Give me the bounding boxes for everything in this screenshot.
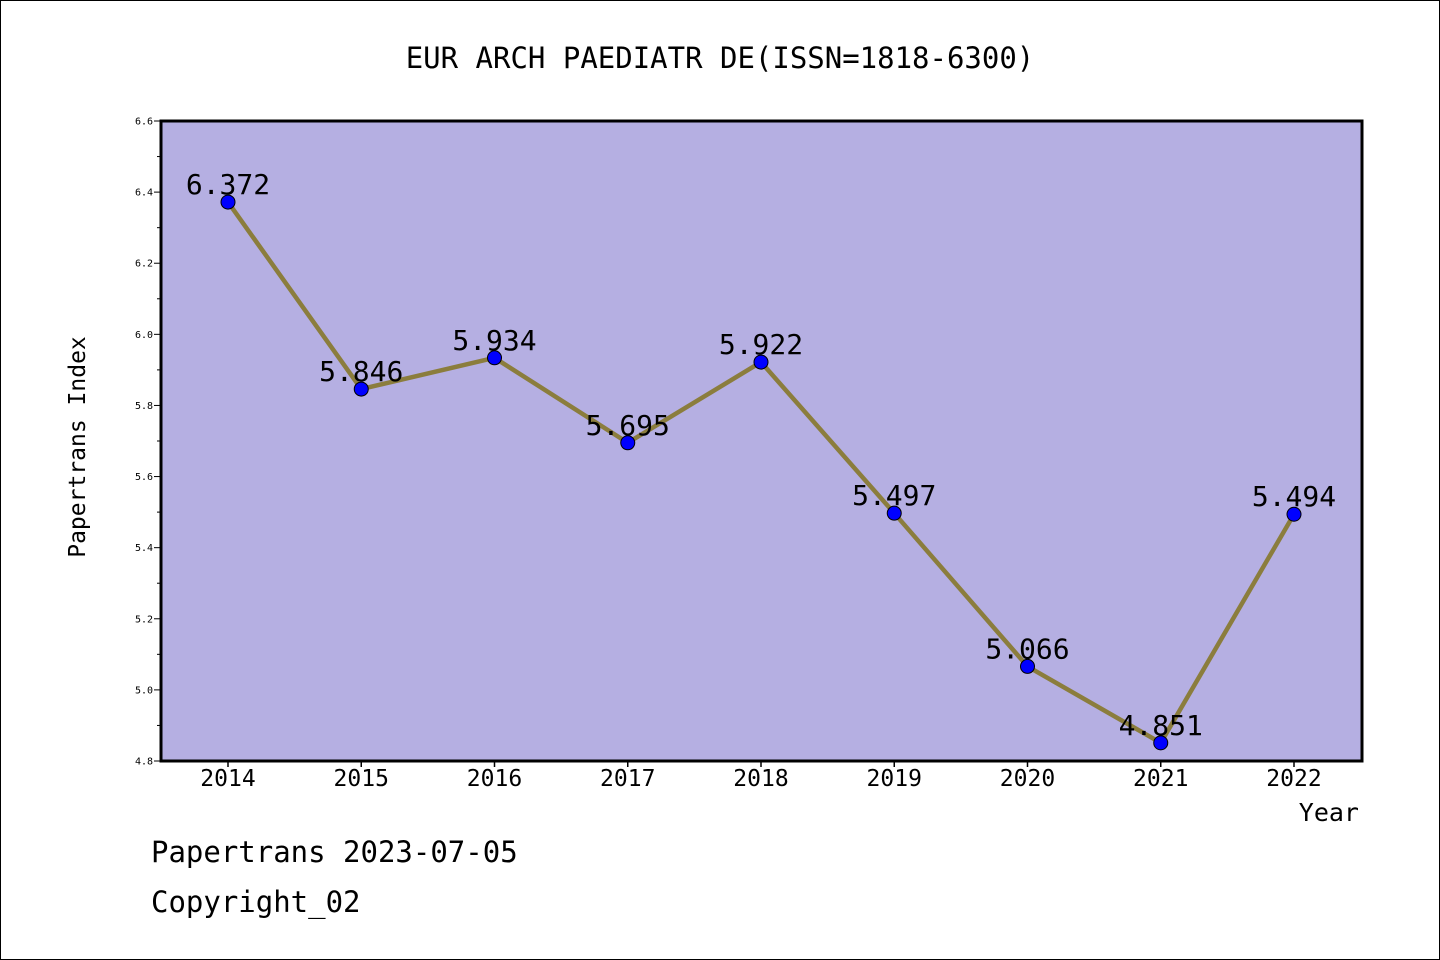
plot-frame <box>159 119 1364 763</box>
x-tick-label: 2021 <box>1133 766 1188 792</box>
data-point <box>753 354 769 370</box>
data-label: 5.494 <box>1252 480 1336 513</box>
x-tick-label: 2019 <box>867 766 922 792</box>
x-tick-label: 2018 <box>733 766 788 792</box>
data-label: 5.934 <box>452 324 536 357</box>
y-tick-label: 6.0 <box>135 330 153 341</box>
data-point <box>353 381 369 397</box>
data-label: 5.922 <box>719 328 803 361</box>
x-tick-label: 2017 <box>600 766 655 792</box>
data-point <box>1020 658 1035 674</box>
x-axis-label: Year <box>1299 798 1359 827</box>
y-tick-label: 5.6 <box>135 472 153 483</box>
x-tick-label: 2020 <box>1000 766 1055 792</box>
data-label: 5.846 <box>319 355 403 388</box>
data-point <box>487 350 502 366</box>
y-axis: 4.8 5.0 5.2 5.4 5.6 5.8 6.0 6.2 6.4 6.6 <box>135 117 161 768</box>
x-axis: 2014 2015 2016 2017 2018 2019 2020 2021 2022 <box>200 761 1322 792</box>
data-label: 6.372 <box>186 168 270 201</box>
data-label: 5.497 <box>852 479 936 512</box>
footer-copyright: Copyright_02 <box>151 885 361 919</box>
data-point <box>220 194 236 210</box>
y-tick-label: 5.4 <box>135 543 153 554</box>
y-tick-label: 6.6 <box>135 117 153 128</box>
y-tick-label: 6.2 <box>135 259 153 270</box>
data-point <box>1153 735 1169 751</box>
y-tick-label: 5.8 <box>135 401 153 412</box>
plot-area <box>161 121 1362 761</box>
data-point <box>620 435 636 451</box>
y-axis-label: Papertrans Index <box>65 336 91 558</box>
series-line-group: 6.372 5.846 5.934 5.695 5.922 5.497 5.066 4.851… <box>186 168 1336 751</box>
x-tick-label: 2014 <box>200 766 255 792</box>
chart-title: EUR ARCH PAEDIATR DE(ISSN=1818-6300) <box>406 41 1035 75</box>
y-tick-label: 5.2 <box>135 614 153 625</box>
y-tick-label: 4.8 <box>135 757 153 768</box>
data-label: 4.851 <box>1119 709 1203 742</box>
y-tick-label: 6.4 <box>135 188 153 199</box>
footer-date: Papertrans 2023-07-05 <box>151 835 518 869</box>
x-tick-label: 2015 <box>334 766 389 792</box>
data-label: 5.695 <box>586 409 670 442</box>
data-point <box>1286 506 1302 522</box>
y-tick-label: 5.0 <box>135 685 153 696</box>
data-point <box>886 505 902 521</box>
x-tick-label: 2016 <box>467 766 522 792</box>
data-label: 5.066 <box>985 632 1069 665</box>
x-tick-label: 2022 <box>1266 766 1321 792</box>
